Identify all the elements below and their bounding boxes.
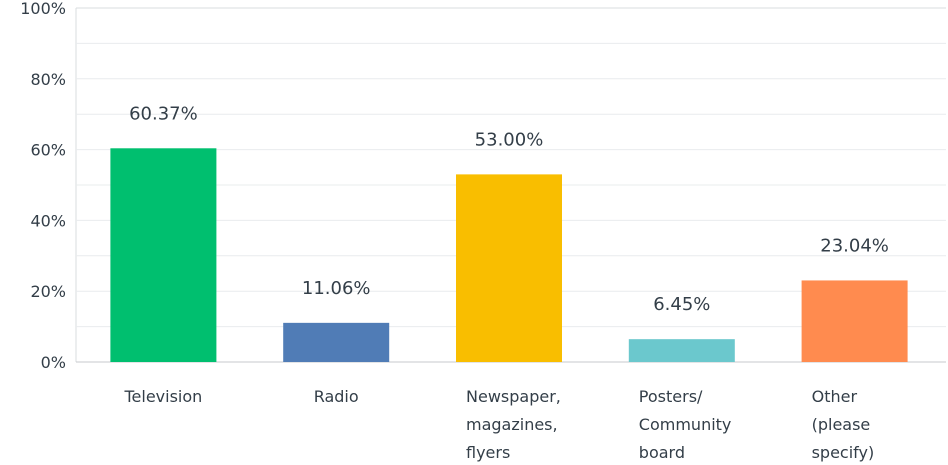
x-category-label: Posters/Community board <box>639 387 732 462</box>
data-label: 23.04% <box>820 235 889 256</box>
y-tick-label: 0% <box>41 353 66 372</box>
x-category-label-line: Community <box>639 415 732 434</box>
y-tick-label: 60% <box>30 141 66 160</box>
bar[interactable] <box>801 280 908 362</box>
data-label: 6.45% <box>653 294 710 315</box>
x-category-label-line: Newspaper, <box>466 387 561 406</box>
x-category-label-line: Other <box>812 387 858 406</box>
x-category-label-line: flyers <box>466 443 510 462</box>
data-label: 60.37% <box>129 103 198 124</box>
x-category-label: Television <box>123 387 202 406</box>
bar[interactable] <box>283 322 390 362</box>
y-tick-label: 40% <box>30 211 66 230</box>
bar[interactable] <box>456 174 562 362</box>
x-category-label-line: magazines, <box>466 415 558 434</box>
x-category-label-line: specify) <box>812 443 875 462</box>
x-axis: Television Radio Newspaper, magazines, flyer… <box>123 387 874 462</box>
data-label: 11.06% <box>302 278 371 299</box>
bars <box>110 148 908 362</box>
x-category-label: Newspaper, magazines, flyers <box>466 387 561 462</box>
data-label: 53.00% <box>475 129 544 150</box>
bar[interactable] <box>110 148 217 362</box>
y-axis: 0% 20% 40% 60% 80% 100% <box>20 0 66 372</box>
y-tick-label: 100% <box>20 0 66 18</box>
x-category-label: Other (please specify) <box>812 387 875 462</box>
y-tick-label: 20% <box>30 282 66 301</box>
x-category-label-line: board <box>639 443 685 462</box>
y-tick-label: 80% <box>30 70 66 89</box>
bar[interactable] <box>628 339 735 362</box>
x-category-label-line: Posters/ <box>639 387 703 406</box>
x-category-label-line: (please <box>812 415 871 434</box>
data-labels: 60.37% 11.06% 53.00% 6.45% 23.04% <box>129 103 889 315</box>
x-category-label-line: Radio <box>314 387 359 406</box>
x-category-label: Radio <box>314 387 359 406</box>
x-category-label-line: Television <box>123 387 202 406</box>
